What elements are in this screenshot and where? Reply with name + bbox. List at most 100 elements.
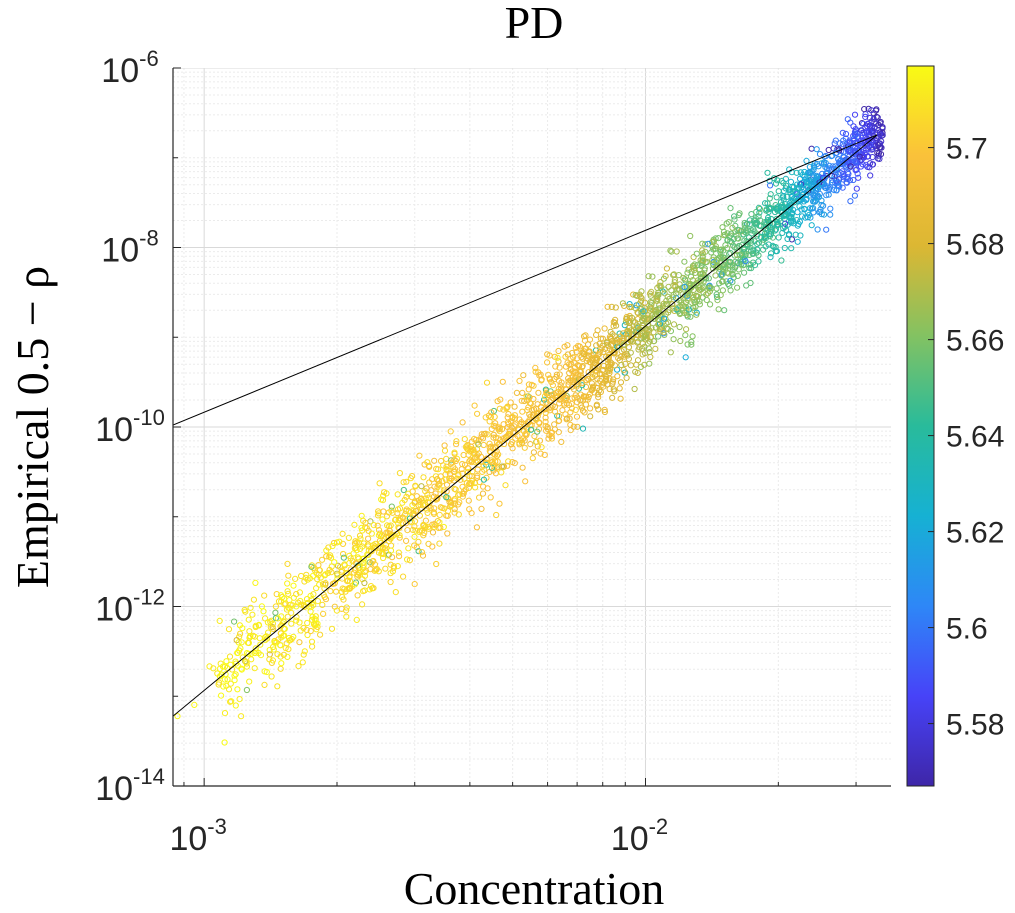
scatter-point [572,406,579,413]
scatter-point [536,437,544,444]
scatter-point [530,395,537,403]
scatter-point [701,267,708,274]
scatter-point [340,554,347,561]
scatter-point [491,413,498,420]
scatter-point [641,332,648,339]
scatter-point [795,220,802,227]
scatter-point [225,686,233,693]
scatter-point [216,617,223,625]
scatter-point [538,444,545,451]
scatter-point [699,284,706,291]
scatter-point [504,424,511,431]
scatter-point [869,127,876,134]
scatter-point [611,388,618,395]
scatter-point [403,478,410,485]
scatter-point [583,377,590,384]
scatter-point [257,641,264,648]
scatter-point [411,581,418,588]
scatter-point [652,324,660,331]
scatter-point [281,595,288,602]
scatter-point [387,578,394,586]
scatter-point [740,261,748,268]
scatter-point [497,396,504,403]
scatter-point [438,457,445,465]
scatter-point [757,234,765,241]
scatter-point [788,245,795,252]
scatter-point [866,114,874,122]
scatter-point [425,503,432,510]
scatter-point [459,483,466,490]
scatter-point [495,426,502,433]
scatter-point [277,642,284,649]
scatter-point [331,580,338,587]
scatter-point [681,258,688,265]
scatter-point [864,120,871,128]
scatter-point [448,459,455,466]
scatter-point [459,460,466,468]
scatter-point [404,556,411,563]
scatter-point [670,271,678,278]
scatter-point [378,550,385,557]
scatter-point [778,209,786,216]
scatter-point [556,413,563,420]
scatter-point [302,574,309,582]
scatter-point [446,470,454,478]
scatter-point [521,423,528,430]
scatter-point [505,458,512,465]
scatter-point [352,538,359,545]
scatter-point [257,652,265,659]
scatter-point [290,594,297,601]
scatter-point [675,285,682,292]
scatter-point [227,680,234,687]
scatter-point [574,362,582,369]
scatter-point [488,464,496,471]
scatter-point [793,217,800,224]
scatter-point [527,400,534,407]
scatter-point [325,544,332,551]
scatter-point [626,303,633,311]
scatter-point [684,313,691,320]
scatter-point [383,513,390,520]
scatter-point [865,105,872,112]
scatter-point [238,713,245,720]
scatter-point [876,131,884,138]
scatter-point [523,432,530,439]
scatter-point [703,291,710,298]
scatter-point [855,174,862,181]
scatter-point [717,253,724,260]
scatter-point [303,596,311,603]
scatter-point [553,373,560,381]
scatter-point [660,315,668,322]
scatter-point [407,509,414,516]
scatter-point [811,164,818,171]
scatter-point [526,411,533,418]
y-tick-label: 10-6 [101,46,158,90]
scatter-point [817,208,824,215]
scatter-point [747,240,755,247]
scatter-point [466,472,473,480]
scatter-point [237,630,244,637]
scatter-point [310,591,317,598]
scatter-point [261,592,268,599]
scatter-point [798,213,806,220]
scatter-point [829,176,836,184]
scatter-point [511,460,518,467]
scatter-point [415,538,422,546]
scatter-point [852,148,859,155]
scatter-point [326,553,333,560]
scatter-point [612,304,619,311]
scatter-point [351,521,358,528]
scatter-point [689,333,696,340]
y-tick-label: 10-10 [95,405,165,449]
scatter-point [732,228,739,235]
scatter-point [742,258,749,265]
scatter-point [362,519,369,526]
scatter-point [579,407,587,414]
scatter-point [626,319,633,326]
scatter-point [469,458,476,465]
scatter-point [266,646,273,654]
scatter-point [666,306,673,313]
scatter-point [368,560,375,567]
scatter-point [565,381,572,388]
scatter-point [439,504,446,512]
